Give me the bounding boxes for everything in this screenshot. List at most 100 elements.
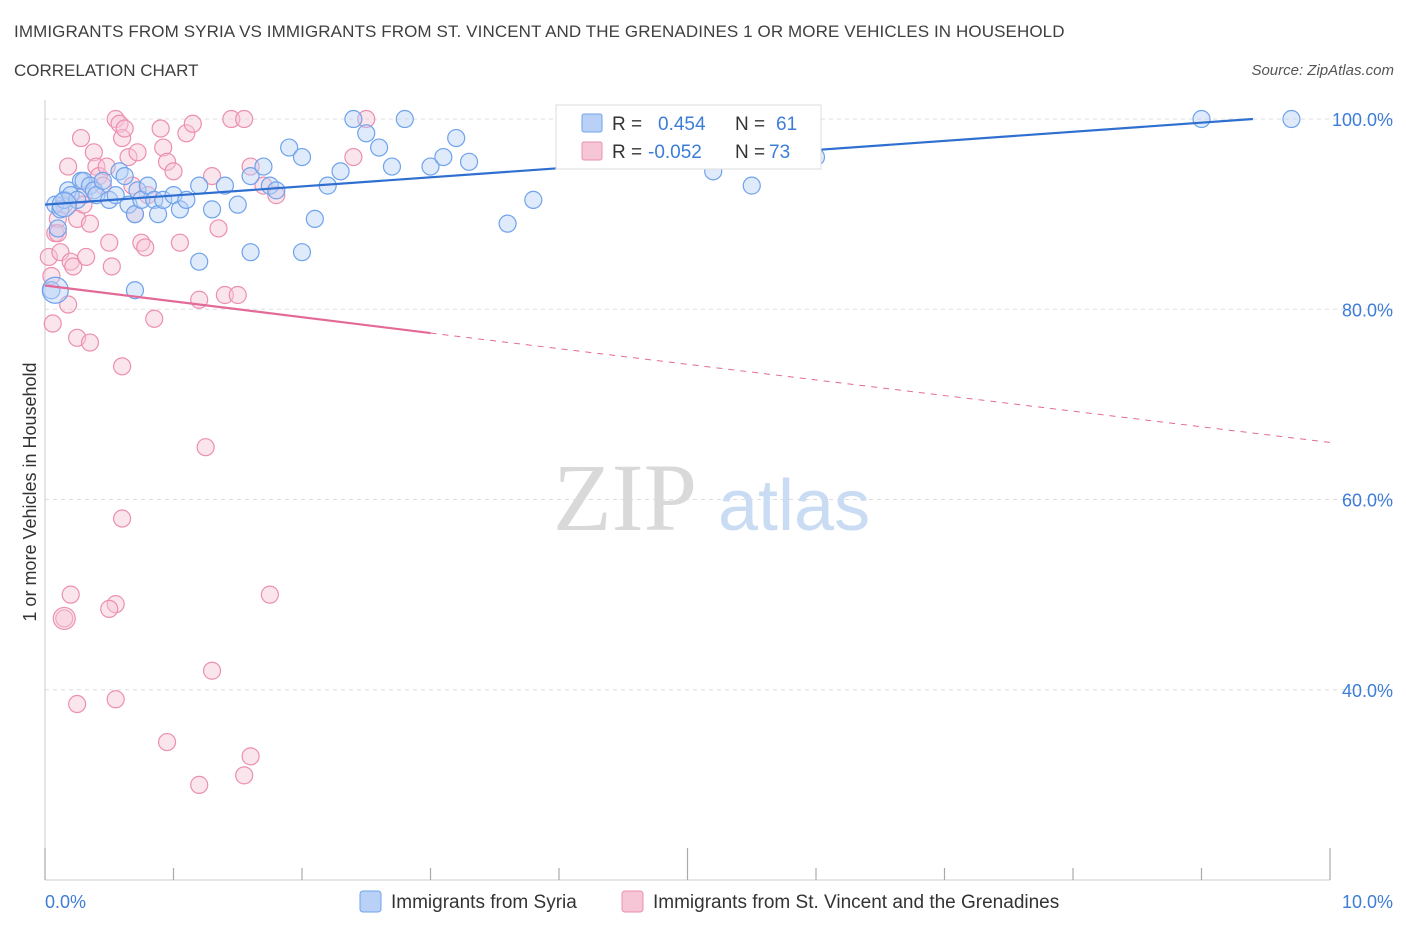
st-vincent-point	[48, 224, 67, 243]
stats-pink-n-value: 73	[769, 142, 790, 163]
syria-point-large	[41, 276, 69, 304]
st-vincent-point	[119, 147, 138, 167]
st-vincent-point	[39, 247, 58, 267]
syria-point	[344, 109, 363, 129]
x-tick-labels: 0.0% 10.0%	[45, 892, 1393, 912]
stats-pink-swatch	[581, 141, 603, 161]
st-vincent-point	[80, 214, 100, 233]
watermark-zip: ZIP	[553, 444, 697, 551]
syria-point	[459, 152, 479, 171]
syria-point	[524, 190, 543, 209]
chart-subtitle: CORRELATION CHART	[14, 61, 199, 80]
watermark-atlas: atlas	[718, 466, 870, 546]
st-vincent-point	[145, 309, 164, 328]
stats-pink-r-value: -0.052	[648, 142, 702, 163]
st-vincent-point	[170, 233, 190, 252]
series-blue-points	[41, 109, 1301, 304]
y-tick-label: 80.0%	[1342, 300, 1393, 320]
syria-point	[48, 219, 67, 238]
st-vincent-point	[102, 257, 121, 276]
st-vincent-point	[77, 247, 96, 267]
syria-point	[202, 200, 222, 219]
syria-point	[395, 109, 414, 129]
st-vincent-point	[59, 157, 78, 176]
st-vincent-point-large	[52, 606, 76, 631]
st-vincent-point	[196, 438, 215, 457]
y-axis-title: 1 or more Vehicles in Household	[20, 362, 40, 621]
st-vincent-point	[115, 119, 134, 138]
syria-point	[254, 157, 273, 176]
st-vincent-point	[106, 690, 125, 709]
syria-point	[292, 243, 312, 262]
syria-point	[93, 171, 112, 190]
y-tick-label: 40.0%	[1342, 681, 1393, 701]
st-vincent-point	[222, 109, 241, 129]
x-tick-label: 10.0%	[1342, 892, 1393, 912]
st-vincent-point	[112, 357, 132, 376]
st-vincent-point	[128, 143, 147, 162]
syria-point	[190, 252, 209, 271]
st-vincent-point	[235, 766, 254, 785]
st-vincent-point	[100, 233, 119, 252]
st-vincent-point	[136, 238, 155, 257]
syria-point	[125, 281, 145, 300]
legend: Immigrants from Syria Immigrants from St…	[359, 890, 1059, 913]
st-vincent-point	[183, 114, 202, 133]
y-tick-label: 100.0%	[1332, 110, 1393, 130]
pink-trend-line	[44, 284, 431, 335]
stats-blue-n-value: 61	[776, 114, 797, 135]
syria-point	[370, 138, 389, 157]
syria-point	[498, 214, 517, 233]
legend-syria[interactable]: Immigrants from Syria	[391, 892, 577, 913]
st-vincent-point	[209, 219, 228, 238]
y-tick-label: 60.0%	[1342, 491, 1393, 511]
st-vincent-point	[61, 585, 80, 604]
syria-point	[228, 195, 247, 214]
syria-point	[280, 138, 299, 157]
syria-point	[241, 243, 260, 262]
st-vincent-point	[177, 124, 196, 143]
stats-blue-r-value: 0.454	[658, 114, 706, 135]
st-vincent-point	[357, 109, 376, 129]
st-vincent-point	[100, 599, 119, 619]
st-vincent-point	[228, 285, 247, 305]
syria-point	[1192, 109, 1211, 129]
st-vincent-point	[154, 138, 173, 157]
syria-point	[190, 176, 209, 195]
syria-point	[742, 176, 761, 195]
st-vincent-point	[215, 285, 234, 305]
st-vincent-point	[202, 661, 222, 680]
st-vincent-point	[260, 585, 279, 604]
syria-point	[1282, 109, 1301, 129]
syria-point	[170, 200, 190, 219]
chart-title: IMMIGRANTS FROM SYRIA VS IMMIGRANTS FROM…	[14, 22, 1065, 41]
syria-point	[421, 157, 440, 176]
syria-point	[115, 166, 134, 186]
st-vincent-point	[151, 119, 170, 138]
pink-trend-extension	[430, 332, 1331, 443]
legend-st-vincent[interactable]: Immigrants from St. Vincent and the Gren…	[653, 892, 1059, 913]
syria-point	[267, 181, 286, 200]
stats-blue-n-label: N =	[735, 114, 765, 135]
stats-pink-n-label: N =	[735, 142, 765, 163]
gridlines	[45, 118, 1393, 691]
series-pink-points	[39, 109, 376, 794]
syria-point	[148, 205, 168, 224]
syria-point	[357, 124, 376, 143]
st-vincent-point	[267, 186, 286, 205]
legend-blue-swatch[interactable]	[359, 890, 382, 913]
st-vincent-point	[80, 333, 100, 352]
syria-point	[447, 128, 466, 148]
legend-pink-swatch[interactable]	[621, 890, 644, 913]
stats-box: R = 0.454 N = 61 R = -0.052 N = 73	[555, 104, 822, 170]
watermark: ZIP atlas	[553, 444, 870, 551]
st-vincent-point	[344, 147, 363, 167]
stats-blue-r-label: R =	[612, 114, 642, 135]
st-vincent-point	[157, 732, 177, 752]
st-vincent-point	[157, 152, 177, 171]
syria-point	[292, 147, 312, 167]
x-tick-label: 0.0%	[45, 892, 86, 912]
st-vincent-point	[55, 609, 74, 628]
st-vincent-point	[112, 509, 132, 528]
